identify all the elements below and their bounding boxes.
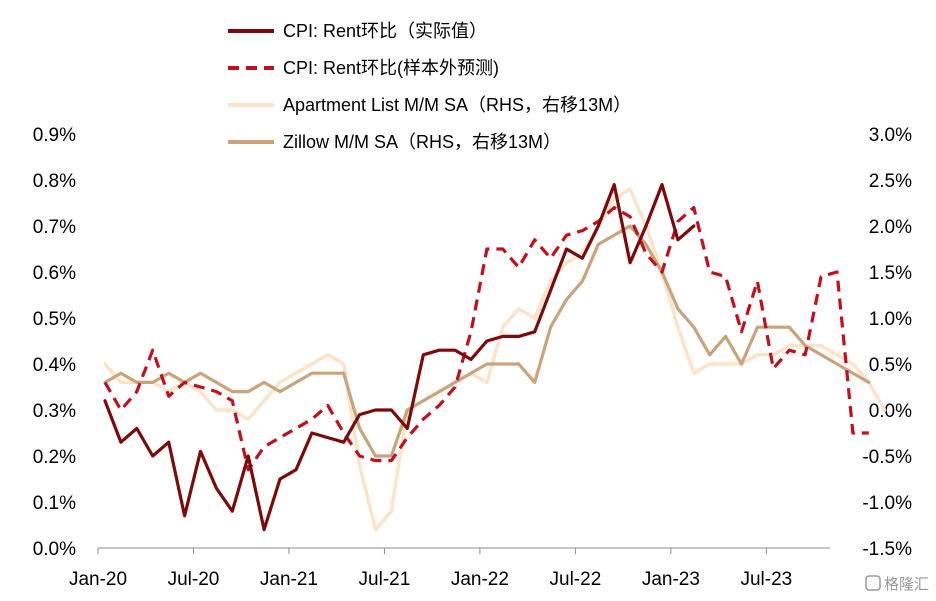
x-tick-label: Jul-20 xyxy=(168,569,220,590)
y-right-tick-label: -1.0% xyxy=(862,493,912,514)
legend-label: CPI: Rent环比（实际值） xyxy=(283,21,487,41)
legend-label: CPI: Rent环比(样本外预测) xyxy=(283,58,499,78)
y-left-tick-label: 0.6% xyxy=(33,263,76,284)
y-right-tick-label: 2.0% xyxy=(869,217,912,238)
x-tick-label: Jul-22 xyxy=(550,569,602,590)
y-right-tick-label: -1.5% xyxy=(862,539,912,560)
axes: Jan-20 Jul-20 Jan-21 Jul-21 Jan-22 Jul-22 Jan-… xyxy=(33,125,912,590)
y-right-tick-label: 0.5% xyxy=(869,355,912,376)
y-left-tick-label: 0.9% xyxy=(33,125,76,146)
series-line-3 xyxy=(103,187,887,532)
y-right-tick-label: -0.5% xyxy=(862,447,912,468)
y-right-tick-label: 1.0% xyxy=(869,309,912,330)
y-right-tick-label: 1.5% xyxy=(869,263,912,284)
x-tick-label: Jan-22 xyxy=(451,569,509,590)
y-left-tick-label: 0.7% xyxy=(33,217,76,238)
x-tick-label: Jan-20 xyxy=(69,569,127,590)
y-right-tick-label: 3.0% xyxy=(869,125,912,146)
y-left-tick-label: 0.2% xyxy=(33,447,76,468)
watermark: 格隆汇 xyxy=(865,575,929,593)
y-left-tick-label: 0.1% xyxy=(33,493,76,514)
y-left-tick-label: 0.5% xyxy=(33,309,76,330)
y-left-tick-label: 0.3% xyxy=(33,401,76,422)
series-line-2 xyxy=(103,206,869,472)
y-left-tick-label: 0.0% xyxy=(33,539,76,560)
watermark-logo-icon xyxy=(865,575,881,591)
y-left-tick-label: 0.4% xyxy=(33,355,76,376)
legend-label: Apartment List M/M SA（RHS，右移13M） xyxy=(283,95,631,115)
series-line-4 xyxy=(103,224,871,458)
y-right-tick-label: 2.5% xyxy=(869,171,912,192)
legend: CPI: Rent环比（实际值） CPI: Rent环比(样本外预测) Apartm… xyxy=(228,21,631,152)
x-tick-label: Jul-21 xyxy=(359,569,411,590)
legend-label: Zillow M/M SA（RHS，右移13M） xyxy=(283,132,561,152)
x-tick-label: Jul-23 xyxy=(740,569,792,590)
x-tick-label: Jan-21 xyxy=(260,569,318,590)
y-left-tick-label: 0.8% xyxy=(33,171,76,192)
x-tick-label: Jan-23 xyxy=(642,569,700,590)
series-line-1 xyxy=(103,183,696,532)
series-layer xyxy=(103,183,887,532)
y-right-tick-label: 0.0% xyxy=(869,401,912,422)
watermark-text: 格隆汇 xyxy=(884,575,929,593)
